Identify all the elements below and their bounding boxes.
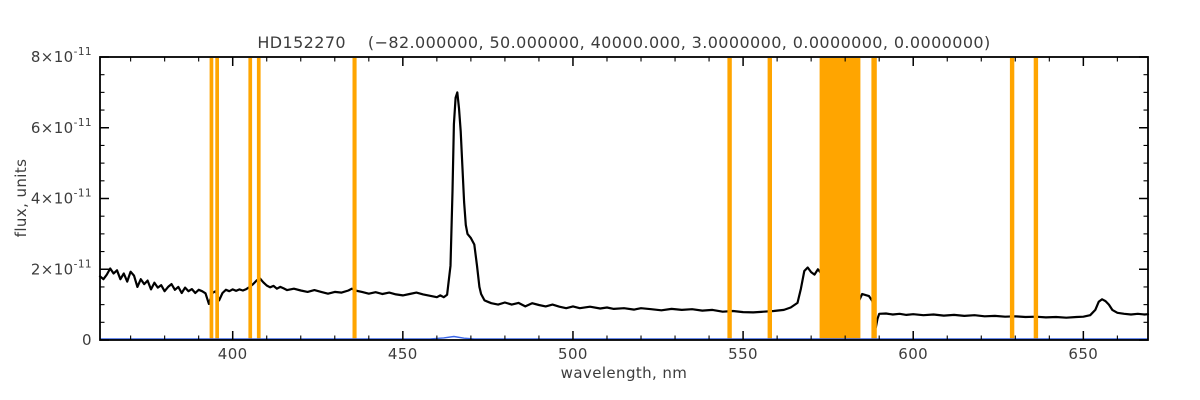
x-tick-label: 550 xyxy=(728,345,758,363)
x-tick-label: 450 xyxy=(388,345,418,363)
y-tick-label: 2×10-11 xyxy=(31,258,92,278)
calibration-band xyxy=(767,58,772,339)
calibration-band xyxy=(209,58,214,339)
calibration-band xyxy=(352,58,357,339)
calibration-band xyxy=(1009,58,1015,339)
calibration-band xyxy=(1033,58,1039,339)
calibration-band xyxy=(727,58,732,339)
calibration-band xyxy=(256,58,261,339)
x-tick-label: 500 xyxy=(558,345,588,363)
x-tick-label: 650 xyxy=(1068,345,1098,363)
y-tick-label: 6×10-11 xyxy=(31,117,92,137)
spectrum-line xyxy=(98,91,1150,329)
chart-title: HD152270 (−82.000000, 50.000000, 40000.0… xyxy=(257,33,991,52)
x-tick-label: 600 xyxy=(898,345,928,363)
x-axis-label: wavelength, nm xyxy=(560,364,688,382)
y-tick-label: 8×10-11 xyxy=(31,46,92,66)
x-tick-label: 400 xyxy=(218,345,248,363)
calibration-band xyxy=(215,58,219,339)
baseline-line xyxy=(99,335,1149,340)
calibration-band xyxy=(871,58,877,339)
y-tick-label: 0 xyxy=(82,331,92,349)
calibration-band xyxy=(819,58,861,339)
calibration-band xyxy=(248,58,253,339)
y-tick-label: 4×10-11 xyxy=(31,188,92,208)
